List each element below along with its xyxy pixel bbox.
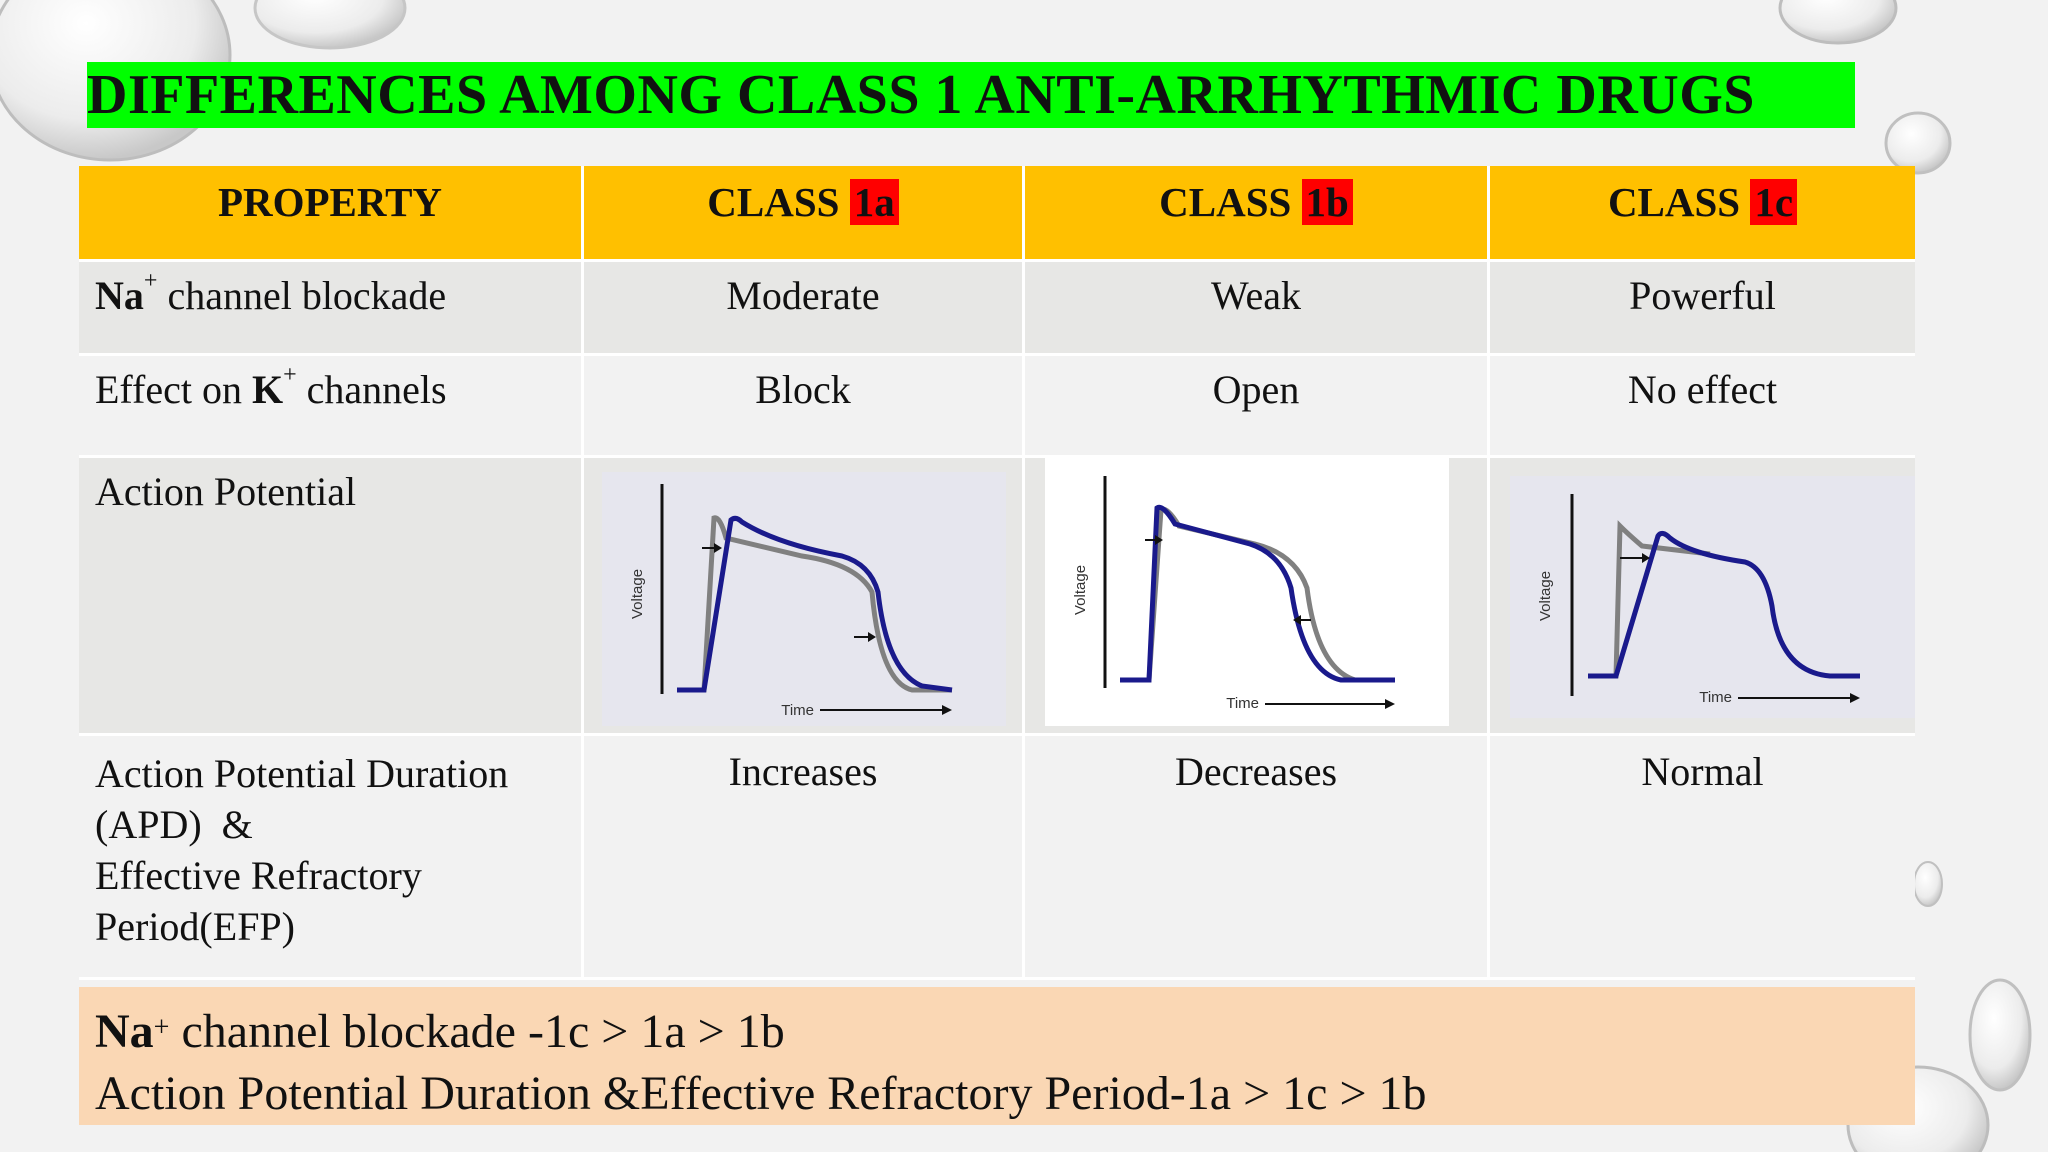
x-axis-label: Time <box>1226 695 1259 712</box>
property-na-blockade: Na+ channel blockade <box>79 262 584 356</box>
property-k-channels: Effect on K+ channels <box>79 356 584 458</box>
header-property: PROPERTY <box>79 166 584 262</box>
value-1c: No effect <box>1490 356 1915 458</box>
summary-box: Na+ channel blockade -1c > 1a > 1b Actio… <box>79 987 1915 1125</box>
table-row-apd-efp: Action Potential Duration (APD) & Effect… <box>79 736 1915 980</box>
header-class-1b: CLASS 1b <box>1025 166 1490 262</box>
cell-ap-1c: Voltage Time <box>1490 458 1915 736</box>
property-apd-efp: Action Potential Duration (APD) & Effect… <box>79 736 584 980</box>
drug-curve <box>1588 530 1860 679</box>
value-1b: Open <box>1025 356 1490 458</box>
comparison-table: PROPERTY CLASS 1a CLASS 1b CLASS 1c Na+ … <box>79 166 1915 980</box>
cell-ap-1a: Voltage Time <box>584 458 1025 736</box>
drug-curve <box>677 515 953 693</box>
baseline-curve <box>677 515 952 693</box>
summary-line-apd: Action Potential Duration &Effective Ref… <box>95 1067 1427 1120</box>
value-1a: Block <box>584 356 1025 458</box>
x-axis-label: Time <box>1699 689 1732 706</box>
action-potential-chart-1a: Voltage Time <box>602 472 1006 726</box>
header-class-1c: CLASS 1c <box>1490 166 1915 262</box>
class-badge-1c: 1c <box>1750 179 1798 225</box>
y-axis-label: Voltage <box>1072 565 1089 615</box>
property-action-potential: Action Potential <box>79 458 584 736</box>
summary-line-na: Na+ channel blockade -1c > 1a > 1b <box>95 1005 785 1058</box>
y-axis-label: Voltage <box>1537 571 1554 621</box>
slide-title: DIFFERENCES AMONG CLASS 1 ANTI-ARRHYTHMI… <box>87 62 1855 128</box>
class-badge-1a: 1a <box>849 179 899 225</box>
table-row-k-channels: Effect on K+ channels Block Open No effe… <box>79 356 1915 458</box>
value-1b: Decreases <box>1025 736 1490 980</box>
value-1a: Moderate <box>584 262 1025 356</box>
y-axis-label: Voltage <box>629 569 646 619</box>
class-badge-1b: 1b <box>1301 179 1353 225</box>
value-1a: Increases <box>584 736 1025 980</box>
header-class-1a: CLASS 1a <box>584 166 1025 262</box>
action-potential-chart-1b: Voltage Time <box>1045 458 1449 726</box>
value-1c: Powerful <box>1490 262 1915 356</box>
baseline-curve <box>1588 520 1711 679</box>
action-potential-chart-1c: Voltage Time <box>1510 476 1915 718</box>
table-row-na-blockade: Na+ channel blockade Moderate Weak Power… <box>79 262 1915 356</box>
value-1b: Weak <box>1025 262 1490 356</box>
value-1c: Normal <box>1490 736 1915 980</box>
drug-curve <box>1120 504 1395 683</box>
table-header-row: PROPERTY CLASS 1a CLASS 1b CLASS 1c <box>79 166 1915 262</box>
cell-ap-1b: Voltage Time <box>1025 458 1490 736</box>
x-axis-label: Time <box>781 702 814 719</box>
chart-panel <box>602 472 1006 726</box>
table-row-action-potential: Action Potential Voltage Time <box>79 458 1915 736</box>
